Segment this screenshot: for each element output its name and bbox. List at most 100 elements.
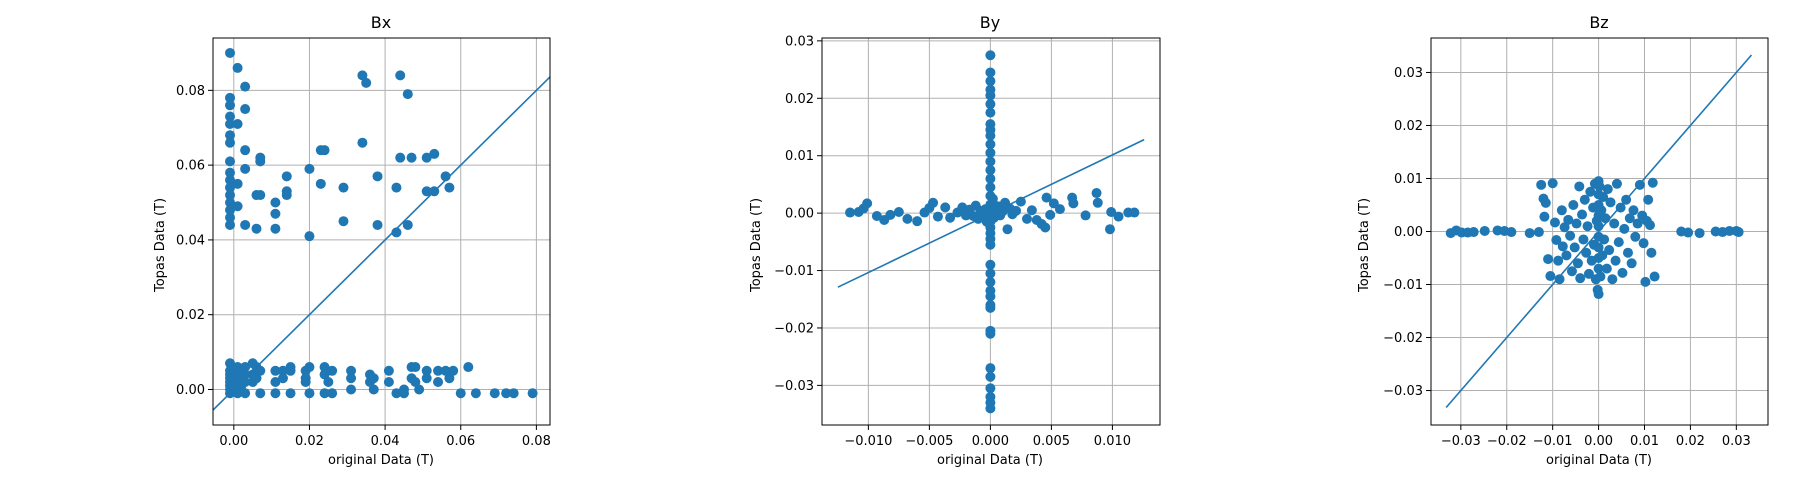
data-point: [255, 190, 266, 201]
data-point: [270, 365, 281, 376]
data-point: [440, 365, 451, 376]
data-point: [985, 371, 996, 382]
data-point: [985, 268, 996, 279]
data-point: [455, 388, 466, 399]
data-point: [399, 388, 410, 399]
y-tick-label: 0.04: [176, 233, 205, 248]
data-point: [1724, 225, 1735, 236]
data-point: [1540, 197, 1551, 208]
plot-area: −0.03 −0.02 −0.01 0.00 0.01 0.02 0.03 −0.03 −0.0…: [1383, 37, 1769, 449]
data-point: [225, 212, 236, 223]
data-point: [1630, 231, 1641, 242]
data-point: [1559, 222, 1570, 233]
data-point: [444, 182, 455, 193]
data-point: [281, 171, 292, 182]
data-point: [1683, 227, 1694, 238]
data-point: [985, 156, 996, 167]
data-point: [985, 165, 996, 176]
x-tick-label: 0.010: [1094, 434, 1131, 449]
data-point: [1545, 271, 1556, 282]
data-point: [240, 369, 251, 380]
data-point: [985, 139, 996, 150]
x-tick-label: 0.01: [1630, 434, 1659, 449]
data-point: [440, 171, 451, 182]
data-point: [489, 388, 500, 399]
data-point: [902, 213, 913, 224]
x-tick-label: −0.02: [1487, 434, 1527, 449]
data-point: [444, 373, 455, 384]
y-tick-label: 0.03: [1394, 66, 1423, 81]
data-point: [1468, 227, 1479, 238]
data-point: [225, 167, 236, 178]
y-axis-label: Topas Data (T): [1357, 198, 1372, 293]
x-tick-label: −0.010: [844, 434, 892, 449]
data-point: [463, 362, 474, 373]
x-tick-label: 0.000: [972, 434, 1009, 449]
data-point: [357, 137, 368, 148]
y-tick-label: 0.00: [176, 383, 205, 398]
data-point: [319, 145, 330, 156]
data-point: [1040, 222, 1051, 233]
data-point: [1595, 271, 1606, 282]
data-point: [928, 197, 939, 208]
reference-line: [837, 138, 1145, 288]
y-axis-label: Topas Data (T): [749, 198, 764, 293]
data-point: [240, 163, 251, 174]
y-tick-label: 0.08: [176, 84, 205, 99]
data-point: [1593, 289, 1604, 300]
data-point: [985, 107, 996, 118]
data-point: [225, 130, 236, 141]
data-point: [1640, 276, 1651, 287]
data-point: [1045, 209, 1056, 220]
data-point: [304, 231, 315, 242]
data-point: [985, 328, 996, 339]
data-point: [1553, 255, 1564, 266]
data-point: [361, 77, 372, 88]
data-point: [1602, 184, 1613, 195]
x-tick-label: 0.04: [371, 434, 400, 449]
x-axis-label: original Data (T): [1546, 453, 1652, 468]
data-point: [932, 211, 943, 222]
data-point: [1599, 234, 1610, 245]
data-point: [225, 137, 236, 148]
data-point: [1091, 188, 1102, 199]
data-point: [940, 202, 951, 213]
x-tick-label: 0.06: [446, 434, 475, 449]
y-tick-label: 0.02: [785, 92, 814, 107]
data-point: [410, 377, 421, 387]
data-point: [225, 175, 236, 186]
data-point: [391, 388, 402, 399]
y-tick-label: 0.03: [785, 34, 814, 49]
data-point: [1556, 205, 1567, 216]
data-point: [433, 377, 444, 387]
data-point: [1021, 213, 1032, 224]
data-point: [346, 365, 357, 376]
data-point: [985, 90, 996, 101]
data-point: [270, 197, 281, 208]
chart-title: Bz: [1589, 13, 1608, 32]
chart-panel-by: −0.010 −0.005 0.000 0.005 0.010 −0.03 −0.02 −0.…: [749, 13, 1161, 468]
data-point: [225, 111, 236, 122]
data-point: [225, 205, 236, 215]
data-point: [304, 163, 315, 174]
data-point: [319, 369, 330, 380]
data-point: [240, 145, 251, 156]
data-point: [1106, 206, 1117, 217]
x-tick-label: −0.03: [1441, 434, 1481, 449]
data-point: [1536, 179, 1547, 190]
data-point: [1113, 211, 1124, 222]
y-tick-label: −0.02: [1383, 331, 1423, 346]
data-point: [1646, 247, 1657, 258]
chart-panel-bx: 0.00 0.02 0.04 0.06 0.08 0.00 0.02 0.04 0.06 0.08…: [153, 13, 551, 468]
data-point: [1080, 210, 1091, 221]
data-point: [251, 223, 262, 234]
data-point: [985, 173, 996, 184]
data-point: [319, 362, 330, 373]
data-point: [232, 201, 243, 212]
data-point: [1104, 224, 1115, 235]
data-point: [985, 99, 996, 110]
x-axis-label: original Data (T): [937, 453, 1043, 468]
data-point: [1566, 266, 1577, 277]
data-point: [1557, 241, 1568, 252]
